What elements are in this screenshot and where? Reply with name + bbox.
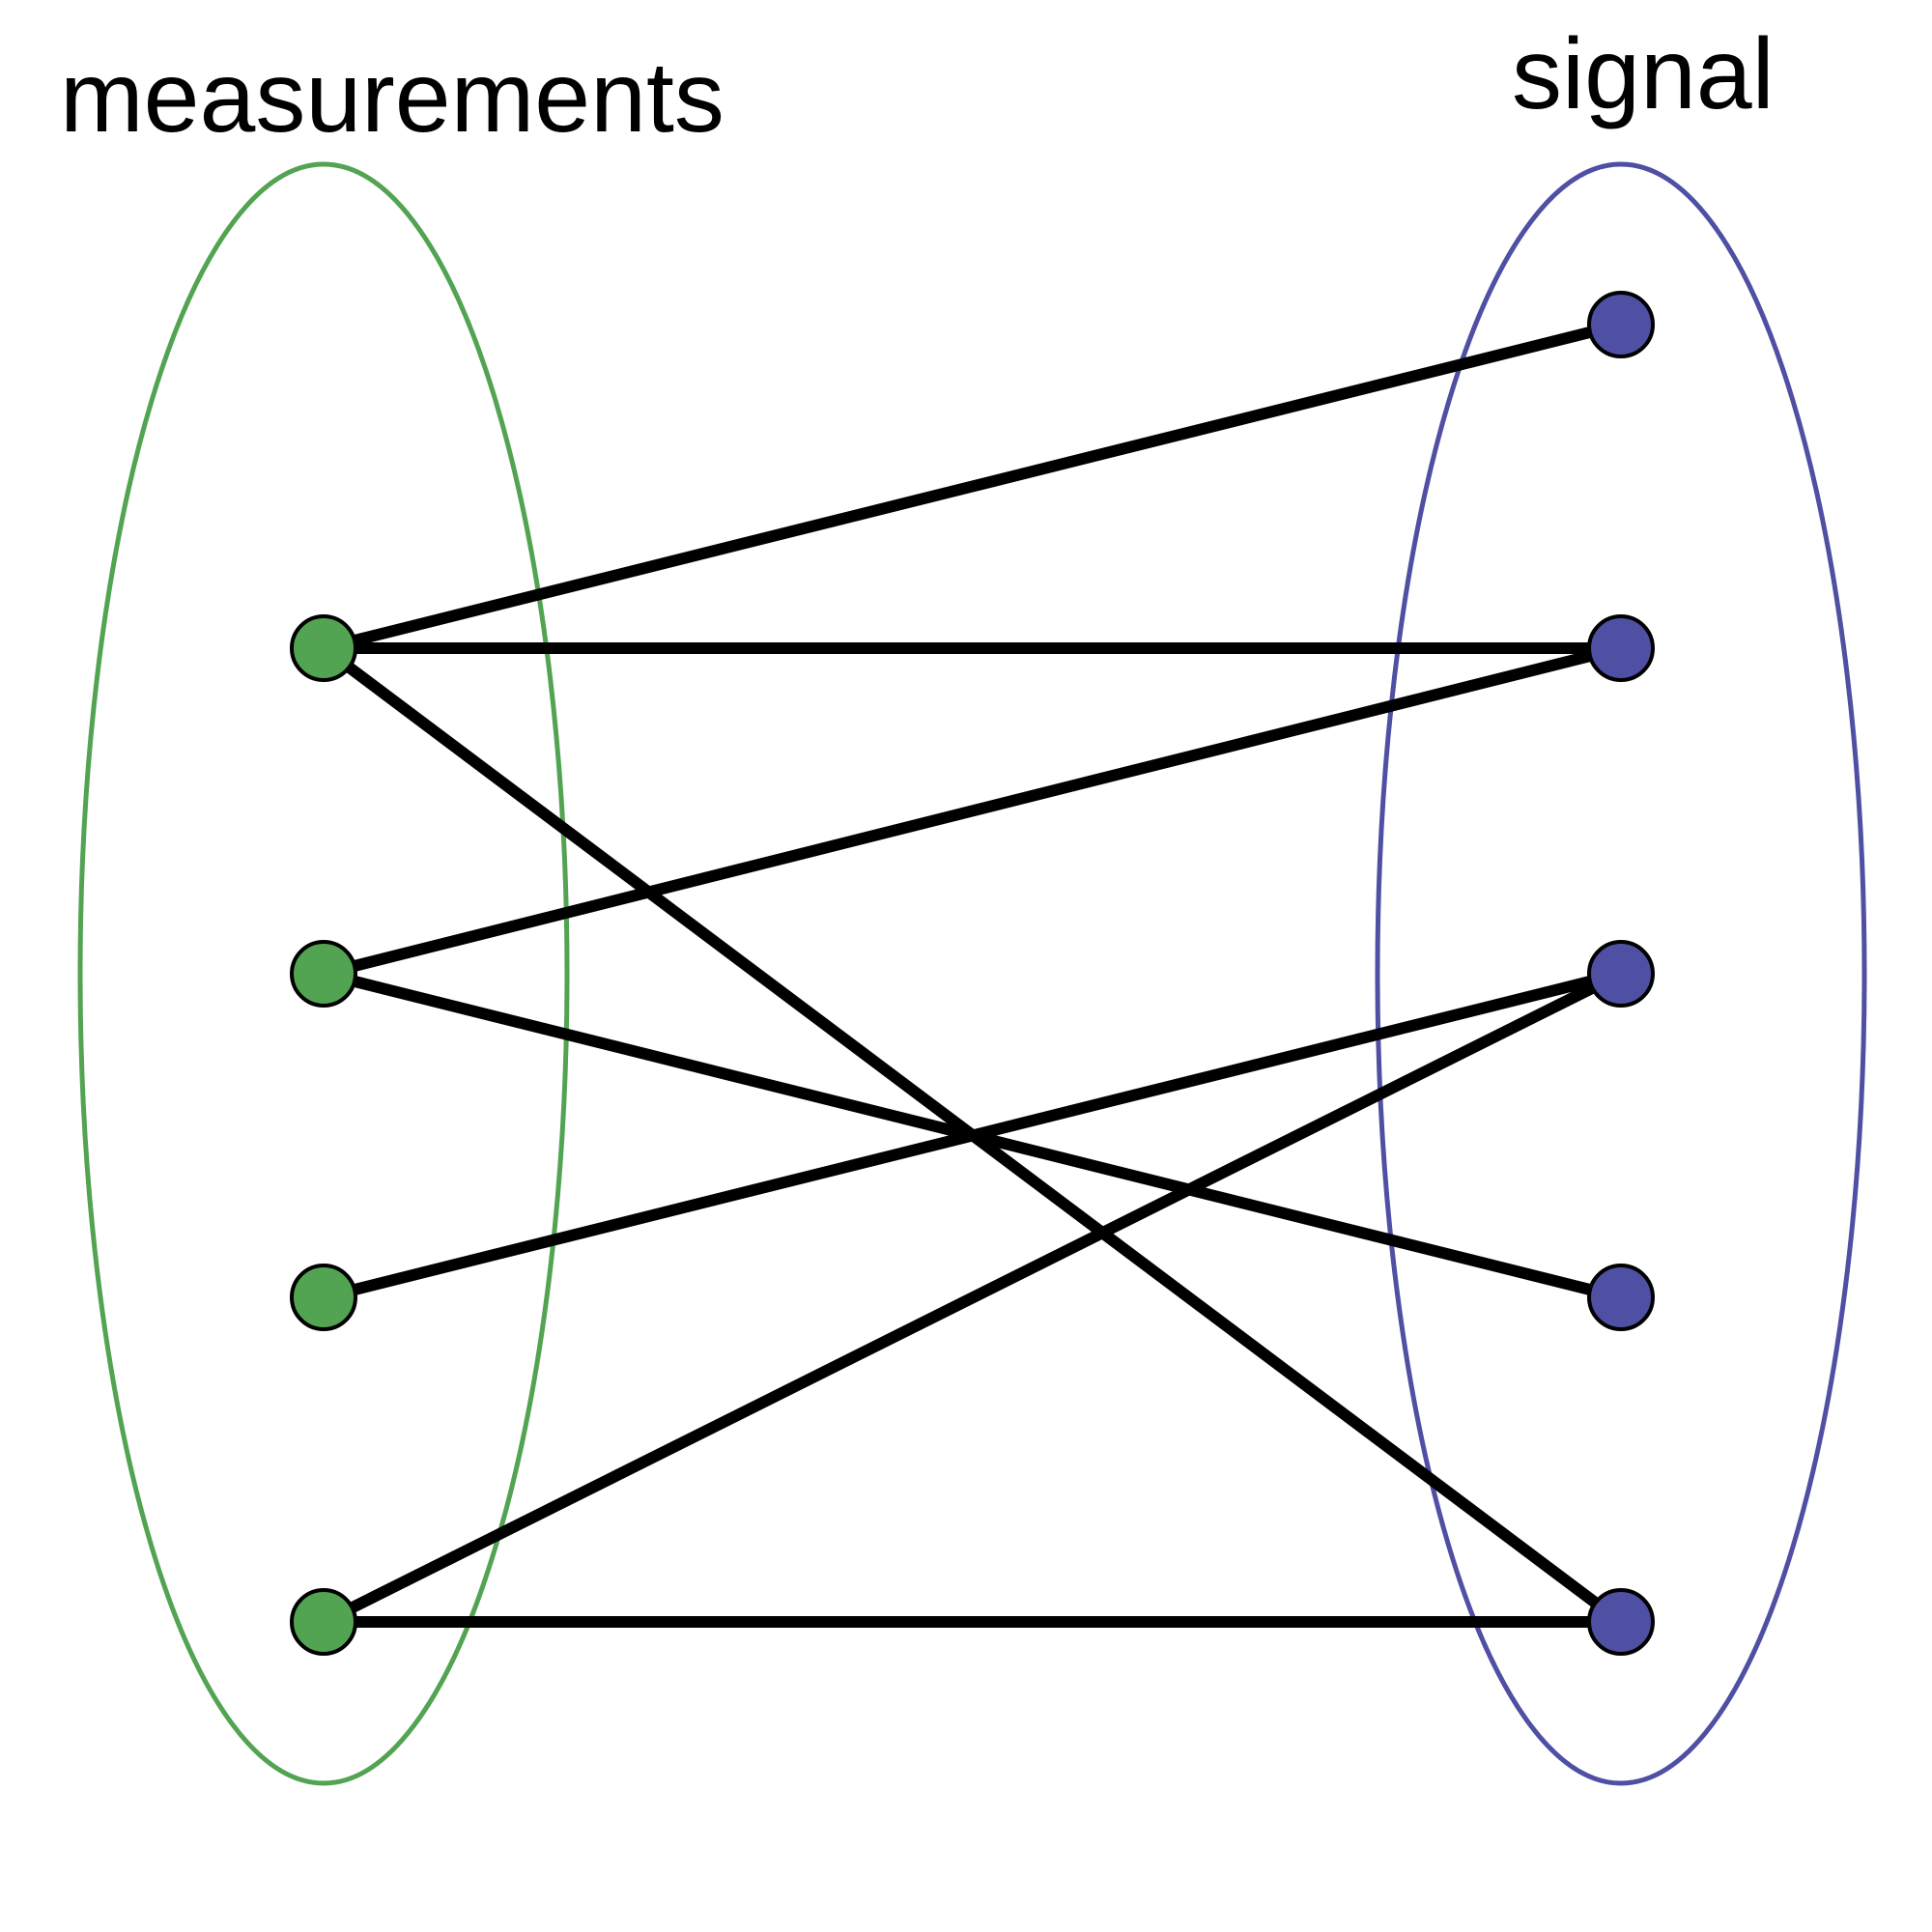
measurements-group-ellipse [77,161,570,1786]
signal-group-ellipse [1375,161,1867,1786]
edge-m3-s3 [322,968,1623,1303]
measurement-node-m1 [290,614,357,682]
measurement-node-m3 [290,1264,357,1331]
edges [320,319,1625,1628]
signal-node-s3 [1587,940,1655,1008]
signal-node-s1 [1587,291,1655,358]
edge-m2-s2 [322,642,1623,980]
measurement-node-m2 [290,940,357,1008]
edge-m4-s3 [321,968,1624,1628]
measurements-label: measurements [60,42,724,154]
signal-label: signal [1512,18,1775,130]
measurement-node-m4 [290,1588,357,1656]
nodes [290,291,1655,1656]
signal-node-s2 [1587,614,1655,682]
signal-node-s4 [1587,1264,1655,1331]
edge-m1-s1 [322,319,1623,654]
signal-node-s5 [1587,1588,1655,1656]
